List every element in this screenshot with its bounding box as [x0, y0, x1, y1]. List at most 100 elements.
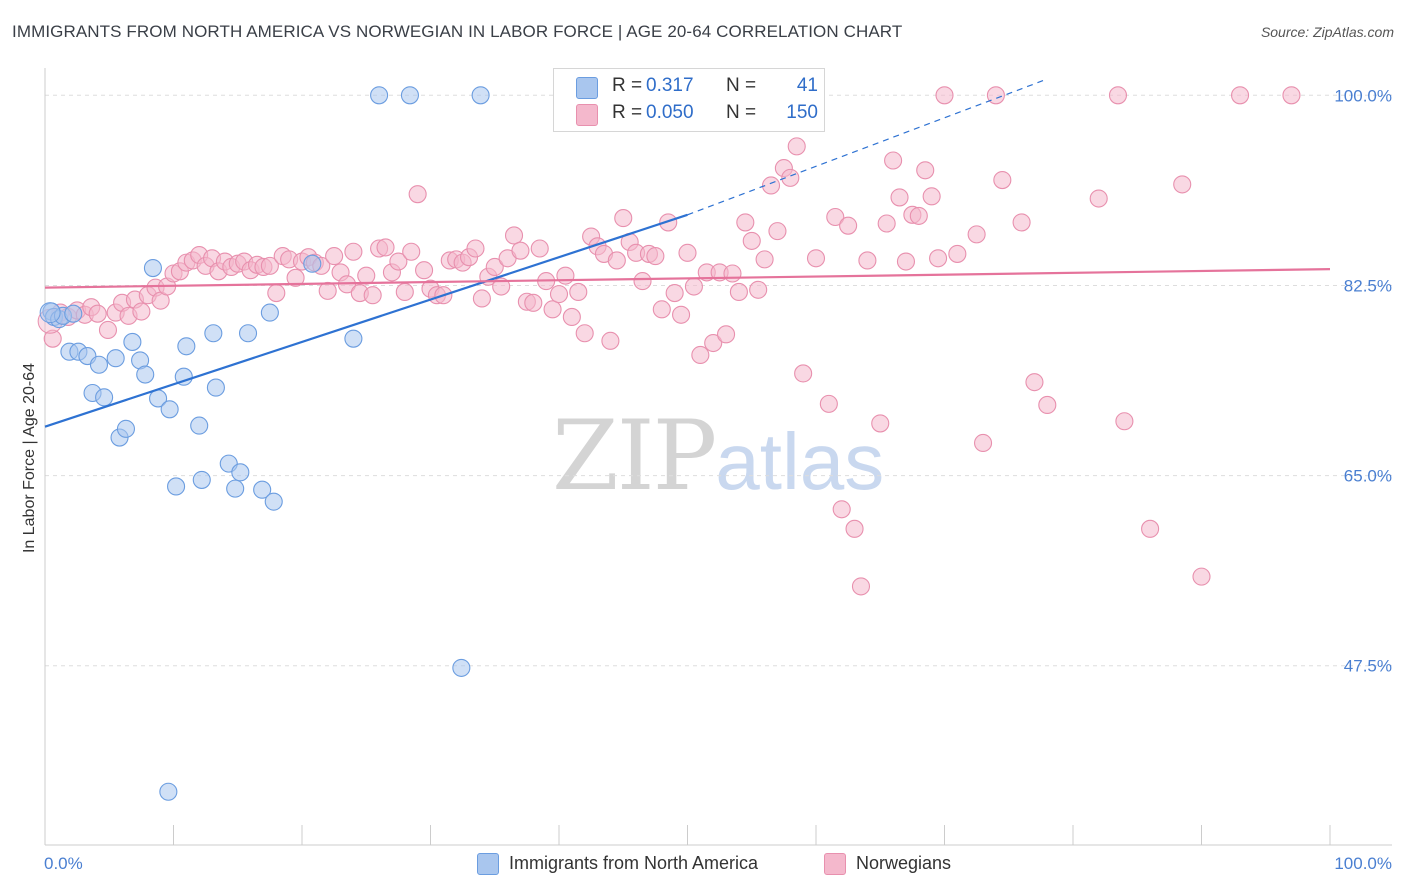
immigrants-point: [452, 658, 471, 677]
norwegians-point: [948, 244, 967, 263]
immigrants-point: [192, 470, 211, 489]
norwegians-point: [402, 242, 421, 261]
y-tick-label: 47.5%: [1344, 657, 1392, 676]
norwegians-point: [646, 247, 665, 266]
norwegians-points: [37, 86, 1301, 596]
norwegians-point: [601, 331, 620, 350]
immigrants-point: [260, 303, 279, 322]
immigrants-point: [344, 329, 363, 348]
immigrants-point: [95, 388, 114, 407]
norwegians-point: [492, 277, 511, 296]
norwegians-point: [716, 325, 736, 344]
norwegians-point: [884, 151, 903, 170]
norwegians-point: [768, 222, 787, 241]
axes: [44, 68, 1392, 846]
norwegians-point: [787, 137, 806, 156]
legend-swatch-pink: [576, 104, 598, 126]
trend-lines: [44, 78, 1331, 428]
norwegians-point: [935, 86, 954, 105]
immigrants-point: [64, 304, 83, 323]
norwegians-point: [318, 281, 337, 300]
immigrants-point: [89, 355, 109, 374]
norwegians-point: [909, 206, 928, 225]
legend-label: Immigrants from North America: [509, 853, 759, 873]
norwegians-point: [549, 285, 569, 304]
norwegians-point: [819, 394, 838, 413]
norwegians-point: [967, 225, 986, 244]
norwegians-point: [466, 239, 485, 258]
norwegians-point: [1089, 189, 1108, 208]
legend-swatch-blue: [576, 77, 598, 99]
watermark-atlas: atlas: [715, 417, 885, 506]
norwegians-point: [665, 283, 684, 303]
source-label: Source: ZipAtlas.com: [1260, 24, 1394, 40]
immigrants-point: [400, 86, 419, 105]
immigrants-points: [39, 86, 490, 801]
norwegians-point: [1192, 567, 1211, 586]
watermark: ZIPatlas: [552, 400, 884, 512]
norwegians-point: [736, 213, 755, 232]
norwegians-point: [260, 256, 279, 275]
norwegians-point: [832, 500, 851, 519]
norwegians-point: [43, 329, 62, 348]
legend-swatch-pink: [824, 853, 846, 875]
norwegians-point: [511, 241, 530, 260]
y-tick-label: 65.0%: [1344, 467, 1392, 486]
n-value: 41: [796, 75, 818, 96]
immigrants-point: [116, 419, 136, 438]
norwegians-point: [877, 214, 896, 233]
norwegians-point: [922, 187, 941, 206]
norwegians-point: [871, 414, 890, 433]
r-value: 0.050: [646, 102, 694, 123]
immigrants-point: [160, 400, 179, 419]
norwegians-point: [742, 231, 761, 250]
norwegians-point: [267, 283, 286, 303]
norwegians-point: [556, 266, 575, 285]
immigrants-point: [174, 367, 193, 386]
norwegians-point: [845, 519, 864, 538]
norwegians-point: [325, 247, 344, 266]
norwegians-point: [389, 252, 408, 271]
norwegians-point: [286, 268, 305, 287]
norwegians-point: [569, 282, 588, 302]
norwegians-point: [973, 433, 993, 453]
norwegians-point: [614, 209, 633, 228]
norwegians-point: [684, 277, 703, 296]
norwegians-point: [132, 302, 151, 321]
immigrants-point: [231, 463, 250, 482]
norwegians-point: [986, 86, 1005, 105]
norwegians-point: [504, 226, 524, 245]
norwegians-point: [652, 300, 671, 319]
stats-legend: R = 0.317 N = 41 R = 0.050 N = 150: [553, 68, 825, 132]
norwegians-point: [858, 251, 877, 270]
norwegians-point: [543, 300, 562, 319]
norwegians-trend-line: [44, 268, 1331, 289]
legend-swatch-blue: [477, 853, 499, 875]
norwegians-point: [678, 243, 697, 262]
norwegians-point: [530, 239, 549, 258]
norwegians-point: [993, 170, 1012, 190]
x-tick-label: 0.0%: [44, 854, 83, 873]
norwegians-point: [704, 333, 723, 353]
immigrants-point: [190, 416, 209, 435]
norwegians-point: [472, 289, 491, 308]
n-value: 150: [786, 102, 818, 123]
legend-label: Norwegians: [856, 853, 952, 873]
immigrants-point: [226, 479, 245, 498]
norwegians-point: [1115, 412, 1134, 431]
chart-title: IMMIGRANTS FROM NORTH AMERICA VS NORWEGI…: [12, 22, 903, 41]
y-tick-label: 100.0%: [1334, 86, 1392, 105]
norwegians-point: [1038, 395, 1057, 415]
n-label: N =: [726, 102, 757, 123]
n-label: N =: [726, 75, 757, 96]
r-value: 0.317: [646, 75, 694, 96]
norwegians-point: [723, 264, 742, 283]
norwegians-point: [485, 257, 504, 277]
immigrants-point: [204, 324, 223, 343]
immigrants-trend-line: [44, 213, 688, 428]
norwegians-point: [408, 185, 427, 204]
x-tick-label: 100.0%: [1334, 854, 1392, 873]
immigrants-point: [471, 86, 490, 105]
norwegians-point: [826, 207, 845, 227]
